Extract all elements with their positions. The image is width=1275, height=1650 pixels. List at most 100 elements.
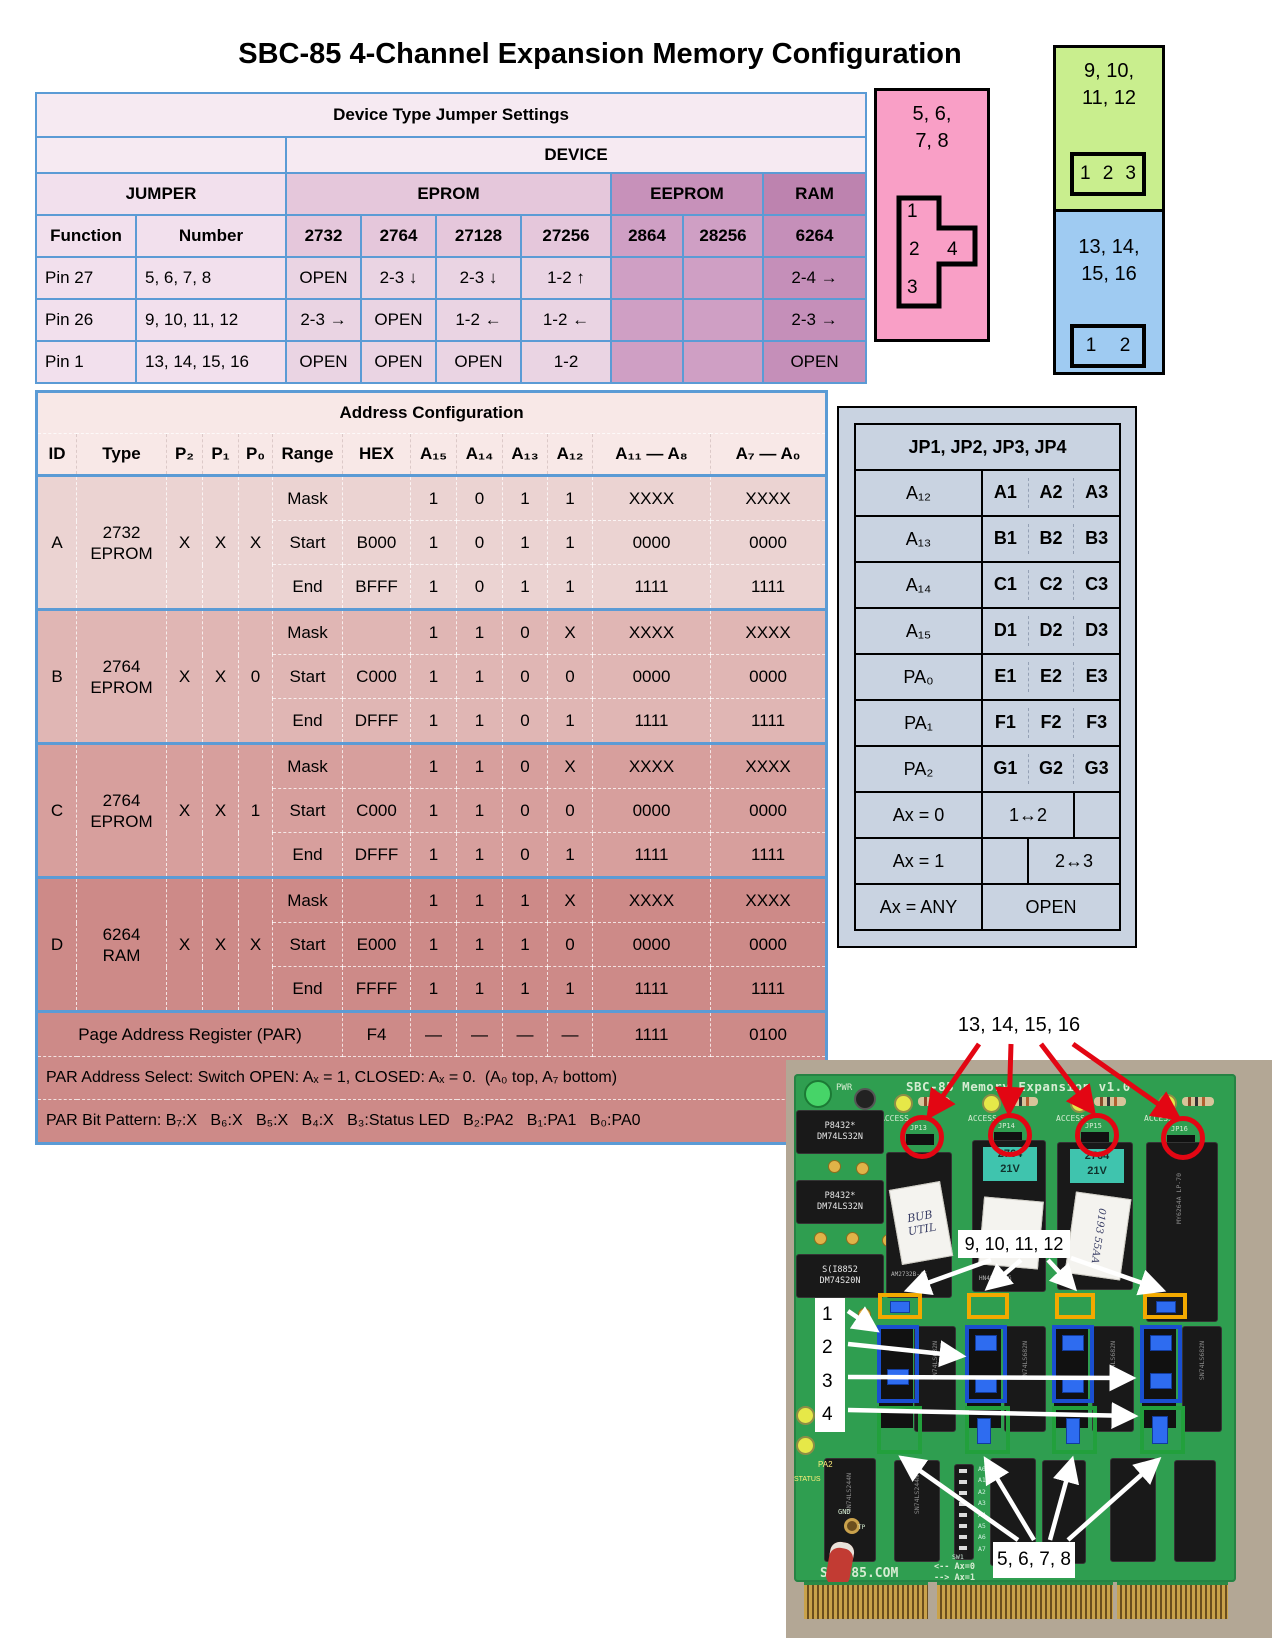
cell: 1 bbox=[410, 832, 457, 878]
jp-row-a12: A₁₂ A1 A2 A3 bbox=[854, 469, 1121, 517]
jumper-diagram-13141516: 13, 14, 15, 16 1 2 bbox=[1053, 209, 1165, 375]
type-line: 6264 bbox=[102, 924, 141, 944]
device-jumper-table: Device Type Jumper Settings DEVICE JUMPE… bbox=[34, 92, 868, 384]
access-label: ACCESS bbox=[968, 1114, 997, 1123]
pcb-silkscreen-title: SBC-85 Memory Expansion v1.0 bbox=[906, 1079, 1131, 1094]
resistor bbox=[1094, 1097, 1126, 1106]
pin-box: 1 2 3 bbox=[1070, 152, 1146, 196]
jumper-diagram-5678: 5, 6, 7, 8 1 2 3 4 bbox=[874, 88, 990, 342]
callout-5-8: 5, 6, 7, 8 bbox=[993, 1542, 1075, 1578]
par-bits-note-row: PAR Bit Pattern: B₇:X B₆:X B₅:X B₄:X B₃:… bbox=[35, 1099, 828, 1144]
cell: 1 bbox=[547, 966, 593, 1012]
cell bbox=[682, 340, 764, 384]
cell bbox=[35, 136, 287, 174]
cell: X bbox=[547, 876, 593, 923]
device-b-start-row: Start C000 1 1 0 0 0000 0000 bbox=[37, 654, 828, 699]
signal-a12: A₁₂ bbox=[854, 469, 983, 517]
chip-part-number: HN482764G bbox=[979, 1275, 1012, 1282]
pa-led bbox=[796, 1436, 815, 1455]
par-select-note-row: PAR Address Select: Switch OPEN: Aₓ = 1,… bbox=[35, 1056, 828, 1100]
cell: 1 bbox=[456, 654, 503, 699]
hdr-a15: A₁₅ bbox=[410, 433, 457, 477]
edge-connector bbox=[804, 1582, 928, 1619]
cell: 1111 bbox=[592, 832, 711, 878]
type-line: RAM bbox=[102, 945, 141, 965]
dip-label: A2 bbox=[978, 1487, 986, 1496]
cell: 1-2 bbox=[520, 340, 612, 384]
col-function: Function bbox=[35, 214, 137, 258]
cell: Mask bbox=[272, 608, 343, 655]
cell: 2-3 → bbox=[285, 298, 362, 342]
col-27128: 27128 bbox=[435, 214, 522, 258]
device-a-mask-row: A 2732 EPROM X X X Mask 1 0 1 1 XXXX XXXX bbox=[36, 474, 828, 610]
jp-row-a13: A₁₃ B1 B2 B3 bbox=[854, 515, 1121, 563]
type-line: 2732 bbox=[102, 522, 141, 542]
device-a-end-row: End BFFF 1 0 1 1 1111 1111 bbox=[37, 564, 828, 610]
cell: XXXX bbox=[709, 608, 828, 655]
cell: 1-2 ↑ bbox=[520, 256, 612, 300]
pins-cell: C1 C2 C3 bbox=[981, 561, 1121, 609]
cell: OPEN bbox=[360, 298, 437, 342]
type-line: EPROM bbox=[90, 677, 153, 697]
gnd-label: GND bbox=[838, 1508, 851, 1516]
cell: 1 bbox=[456, 698, 503, 744]
logic-chip: P8432* DM74LS32N bbox=[796, 1110, 884, 1154]
jp-row-a15: A₁₅ D1 D2 D3 bbox=[854, 607, 1121, 655]
cell: OPEN bbox=[285, 256, 362, 300]
diagram-label-line: 13, 14, bbox=[1078, 236, 1140, 258]
circle-annotation-jp13 bbox=[900, 1115, 944, 1159]
cell: 0 bbox=[456, 520, 503, 565]
logic-chip: P8432* DM74LS32N bbox=[796, 1180, 884, 1224]
cell: 2-3 ↓ bbox=[360, 256, 437, 300]
pin-3: 3 bbox=[1125, 163, 1136, 184]
pin: A3 bbox=[1073, 477, 1119, 509]
pins-cell: B1 B2 B3 bbox=[981, 515, 1121, 563]
group-eeprom: EEPROM bbox=[610, 172, 764, 216]
gnd-testpoint bbox=[844, 1518, 860, 1534]
cell bbox=[342, 474, 411, 521]
orange-annotation-box bbox=[1055, 1293, 1095, 1319]
type-line: EPROM bbox=[90, 543, 153, 563]
pin: A1 bbox=[993, 482, 1017, 503]
jp-row-ax0: Ax = 0 1↔2 bbox=[854, 791, 1121, 839]
ax1-silk: --> Ax=1 bbox=[934, 1573, 975, 1583]
cell: 1 bbox=[502, 474, 548, 521]
cell: 1-2 ← bbox=[435, 298, 522, 342]
access-led bbox=[982, 1094, 1001, 1113]
diagram-label: 5, 6, 7, 8 bbox=[877, 101, 987, 155]
cell: 0 bbox=[502, 788, 548, 833]
par-bits-note: PAR Bit Pattern: B₇:X B₆:X B₅:X B₄:X B₃:… bbox=[35, 1099, 828, 1144]
cell: DFFF bbox=[342, 832, 411, 878]
edge-connector bbox=[1117, 1582, 1228, 1619]
cap-dot bbox=[828, 1160, 841, 1173]
cell: 0 bbox=[502, 608, 548, 655]
cell: 1111 bbox=[709, 698, 828, 744]
pin: F2 bbox=[1027, 707, 1074, 739]
jp-row-pa0: PA₀ E1 E2 E3 bbox=[854, 653, 1121, 701]
callout-9-12: 9, 10, 11, 12 bbox=[958, 1230, 1070, 1258]
handwritten-sticker: BUB UTIL bbox=[888, 1181, 954, 1265]
cell: 1 bbox=[410, 742, 457, 789]
eprom-socket-1: BUB UTIL AM2732B-45 bbox=[886, 1152, 954, 1298]
access-label: ACCESS bbox=[1056, 1114, 1085, 1123]
cell: Mask bbox=[272, 876, 343, 923]
pin26-row: Pin 26 9, 10, 11, 12 2-3 → OPEN 1-2 ← 1-… bbox=[35, 298, 868, 342]
par-dip-switch[interactable] bbox=[954, 1464, 974, 1560]
capacitor bbox=[854, 1088, 876, 1110]
dip-label: A0 bbox=[978, 1465, 986, 1473]
pa-led bbox=[796, 1406, 815, 1425]
dip-label: A6 bbox=[978, 1533, 986, 1542]
resistor bbox=[918, 1097, 950, 1106]
cell: Pin 1 bbox=[35, 340, 137, 384]
pin-1: 1 bbox=[1085, 335, 1097, 356]
pin: G1 bbox=[993, 758, 1018, 779]
cell: Mask bbox=[272, 474, 343, 521]
cell bbox=[682, 298, 764, 342]
hdr-p2: P₂ bbox=[166, 433, 203, 477]
pin: F3 bbox=[1073, 707, 1119, 739]
cell: 5, 6, 7, 8 bbox=[135, 256, 287, 300]
ax0-value: 1↔2 bbox=[981, 791, 1075, 839]
pin-1: 1 bbox=[1080, 163, 1091, 184]
dip-toggles[interactable] bbox=[959, 1469, 967, 1557]
cell: A bbox=[36, 474, 77, 610]
